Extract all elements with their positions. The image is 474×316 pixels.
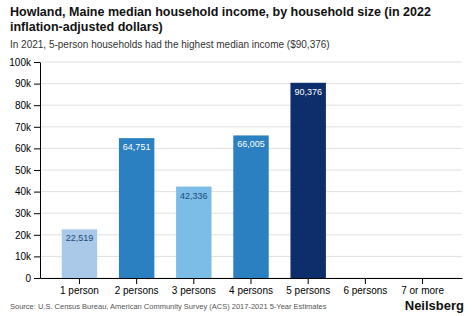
x-tick: 2 persons [115, 278, 159, 296]
grid-line [40, 62, 462, 63]
grid-line [40, 105, 462, 106]
x-tick-label: 6 persons [343, 285, 387, 296]
x-tick: 7 or more [401, 278, 444, 296]
bar [62, 229, 97, 278]
data-label: 22,519 [66, 233, 94, 243]
y-tick-mark [34, 62, 40, 63]
data-label: 90,376 [294, 87, 322, 97]
y-tick-label: 30k [15, 208, 32, 219]
x-tick-label: 5 persons [286, 285, 330, 296]
bar [119, 138, 154, 278]
source: Source: U.S. Census Bureau, American Com… [10, 302, 327, 311]
title-line: inflation-adjusted dollars) [10, 20, 163, 34]
grid [40, 62, 462, 278]
data-label: 64,751 [123, 142, 151, 152]
x-tick-mark [136, 278, 137, 284]
y-tick: 80k [15, 100, 40, 111]
x-tick-label: 1 person [60, 285, 99, 296]
grid-line [40, 126, 462, 127]
branding: Neilsberg [405, 298, 464, 313]
y-tick: 20k [15, 230, 40, 241]
x-tick-mark [365, 278, 366, 284]
chart: Howland, Maine median household income, … [0, 0, 474, 316]
y-tick-mark [34, 105, 40, 106]
bar [348, 278, 383, 279]
x-tick-mark [422, 278, 423, 284]
y-tick-mark [34, 84, 40, 85]
title: Howland, Maine median household income, … [10, 5, 431, 34]
bars [62, 83, 326, 278]
y-tick-mark [34, 235, 40, 236]
y-axis-line [40, 63, 41, 279]
x-tick-label: 2 persons [115, 285, 159, 296]
grid-line [40, 83, 462, 84]
x-tick-mark [79, 278, 80, 284]
data-label: 42,336 [180, 191, 208, 201]
subtitle: In 2021, 5-person households had the hig… [10, 39, 330, 50]
y-axis: 0 10k 20k 30k 40k 50k 60k 70k 80k 90k 100k [9, 57, 40, 284]
bar [233, 135, 268, 278]
y-tick-mark [34, 170, 40, 171]
y-tick-label: 60k [15, 143, 32, 154]
y-tick-mark [34, 127, 40, 128]
data-labels: 22,519 64,751 42,336 66,005 90,376 [66, 87, 322, 244]
y-tick: 30k [15, 208, 40, 219]
y-tick-mark [34, 148, 40, 149]
plot-area: 0 10k 20k 30k 40k 50k 60k 70k 80k 90k 100k 1 person… [9, 57, 462, 296]
y-tick-mark [34, 192, 40, 193]
y-tick: 0 [25, 273, 40, 284]
y-tick-label: 90k [15, 78, 32, 89]
y-tick-label: 40k [15, 186, 32, 197]
bar [176, 187, 211, 278]
x-tick: 3 persons [172, 278, 216, 296]
y-tick-label: 50k [15, 165, 32, 176]
bar [290, 83, 325, 278]
y-tick-label: 0 [25, 273, 31, 284]
y-tick-label: 70k [15, 122, 32, 133]
y-tick: 70k [15, 122, 40, 133]
data-label: 66,005 [237, 139, 265, 149]
x-axis: 1 person 2 persons 3 persons 4 persons 5 per… [41, 278, 463, 296]
y-tick-mark [34, 256, 40, 257]
y-tick-mark [34, 213, 40, 214]
y-tick-label: 10k [15, 251, 32, 262]
y-tick-label: 20k [15, 230, 32, 241]
y-tick: 100k [9, 57, 40, 68]
x-tick-mark [251, 278, 252, 284]
x-tick-mark [308, 278, 309, 284]
y-tick: 60k [15, 143, 40, 154]
x-tick-label: 7 or more [401, 285, 444, 296]
y-tick: 50k [15, 165, 40, 176]
x-tick: 6 persons [343, 278, 387, 296]
y-tick-label: 100k [9, 57, 32, 68]
x-tick: 1 person [60, 278, 99, 296]
y-tick: 40k [15, 186, 40, 197]
bar [405, 278, 440, 279]
y-tick-mark [34, 278, 40, 279]
title-line: Howland, Maine median household income, … [10, 5, 431, 19]
x-tick-label: 4 persons [229, 285, 273, 296]
y-tick: 90k [15, 78, 40, 89]
x-tick-label: 3 persons [172, 285, 216, 296]
y-tick: 10k [15, 251, 40, 262]
x-tick: 4 persons [229, 278, 273, 296]
y-tick-label: 80k [15, 100, 32, 111]
x-tick-mark [193, 278, 194, 284]
x-tick: 5 persons [286, 278, 330, 296]
